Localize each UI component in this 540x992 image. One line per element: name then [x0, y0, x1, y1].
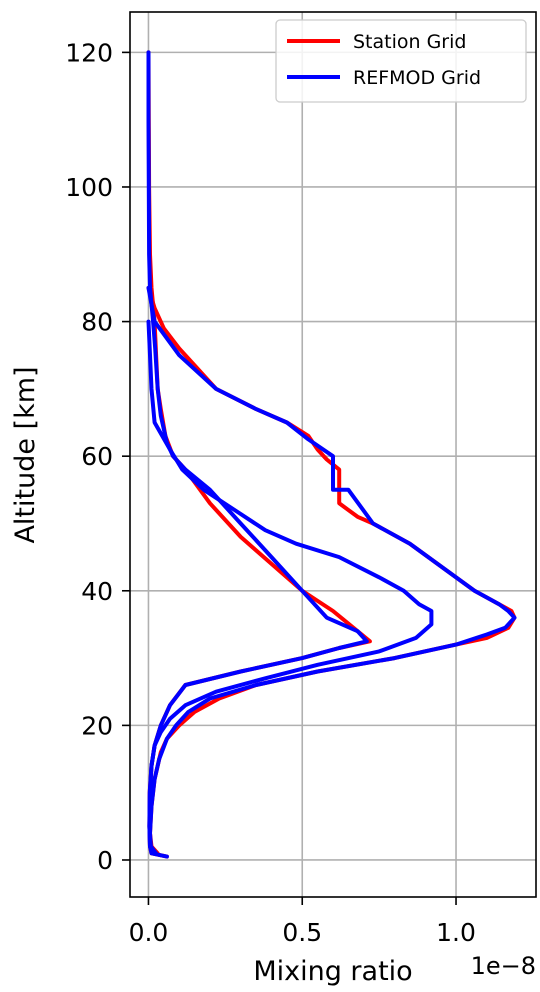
legend-label: REFMOD Grid [353, 67, 481, 89]
x-tick-label: 1.0 [436, 918, 476, 947]
plot-lines [146, 50, 517, 859]
series-line-refmod-grid [146, 319, 434, 856]
y-tick-label: 20 [81, 711, 113, 740]
axis-ticks: 0.0 0.5 1.0 0 20 40 60 80 100 120 [65, 38, 476, 947]
y-tick-label: 100 [65, 173, 113, 202]
y-axis-label: Altitude [km] [10, 366, 41, 543]
y-tick-label: 120 [65, 38, 113, 67]
series-line-refmod-grid [146, 285, 517, 856]
y-tick-label: 0 [97, 846, 113, 875]
y-tick-label: 40 [81, 577, 113, 606]
x-axis-offset-text: 1e−8 [471, 952, 536, 980]
legend-label: Station Grid [353, 31, 466, 53]
x-tick-label: 0.0 [129, 918, 169, 947]
x-axis-label: Mixing ratio [253, 956, 412, 987]
y-tick-label: 80 [81, 308, 113, 337]
legend: Station Grid REFMOD Grid [275, 19, 527, 103]
y-tick-label: 60 [81, 442, 113, 471]
axes-frame [129, 11, 537, 898]
x-tick-label: 0.5 [282, 918, 322, 947]
